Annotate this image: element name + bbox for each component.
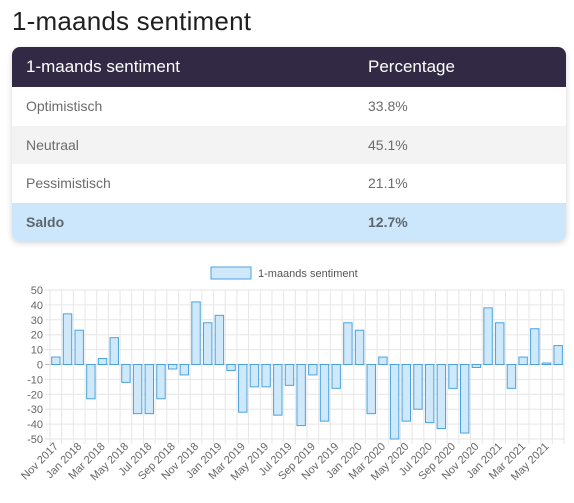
- bar[interactable]: [214, 314, 225, 365]
- bar[interactable]: [156, 364, 166, 400]
- bar[interactable]: [74, 329, 84, 366]
- header-percentage: Percentage: [368, 57, 455, 76]
- bar[interactable]: [308, 364, 318, 376]
- row-label: Optimistisch: [26, 98, 103, 115]
- header-sentiment: 1-maands sentiment: [26, 57, 181, 76]
- page-title: 1-maands sentiment: [12, 6, 252, 36]
- legend-label[interactable]: 1-maands sentiment: [258, 268, 358, 280]
- y-axis: 50 40 30 20 10 0 -10 -20 -30 -40 -50: [27, 285, 43, 446]
- table-row: Neutraal 45.1%: [12, 125, 566, 164]
- y-tick-label: 40: [31, 300, 43, 312]
- bar[interactable]: [483, 307, 493, 365]
- bar[interactable]: [553, 345, 563, 366]
- bar[interactable]: [448, 364, 458, 389]
- bar[interactable]: [319, 364, 330, 422]
- bar[interactable]: [424, 364, 435, 424]
- sentiment-bar-chart: 1-maands sentiment 50 40 30 20 10 0 -10 -20 -30 -…: [19, 266, 565, 484]
- bar[interactable]: [495, 322, 505, 365]
- bar[interactable]: [436, 364, 447, 430]
- bar[interactable]: [109, 337, 119, 365]
- y-tick-label: -30: [27, 404, 43, 416]
- bar[interactable]: [471, 364, 482, 368]
- y-tick-label: -40: [27, 419, 43, 431]
- row-label: Pessimistisch: [26, 175, 111, 192]
- row-value: 33.8%: [368, 98, 408, 115]
- bar[interactable]: [86, 364, 96, 400]
- bar[interactable]: [378, 356, 388, 366]
- bar[interactable]: [179, 364, 190, 376]
- y-tick-label: -20: [27, 389, 43, 401]
- row-value: 21.1%: [368, 175, 408, 192]
- bar[interactable]: [296, 364, 306, 427]
- bar[interactable]: [62, 313, 73, 365]
- row-value: 45.1%: [368, 136, 408, 153]
- bar[interactable]: [144, 364, 155, 415]
- bar[interactable]: [401, 364, 412, 422]
- bar[interactable]: [389, 364, 400, 440]
- y-tick-label: 50: [31, 285, 43, 297]
- bar[interactable]: [459, 364, 470, 434]
- bar[interactable]: [284, 364, 295, 386]
- sentiment-table: 1-maands sentiment Percentage Optimistis…: [12, 47, 566, 241]
- legend-swatch[interactable]: [210, 266, 252, 280]
- total-label: Saldo: [26, 213, 65, 230]
- bar[interactable]: [238, 364, 248, 413]
- bar[interactable]: [51, 356, 61, 366]
- y-tick-label: -50: [27, 434, 43, 446]
- table-row: Optimistisch 33.8%: [12, 87, 566, 126]
- bar[interactable]: [541, 362, 552, 366]
- bar[interactable]: [167, 364, 178, 370]
- bar[interactable]: [132, 364, 143, 415]
- bar[interactable]: [249, 364, 260, 388]
- bar[interactable]: [261, 364, 271, 388]
- bar[interactable]: [413, 364, 423, 410]
- total-row: Saldo 12.7%: [12, 202, 566, 241]
- y-tick-label: 10: [31, 345, 43, 357]
- row-label: Neutraal: [26, 136, 79, 153]
- y-tick-label: -10: [27, 374, 43, 386]
- bar[interactable]: [331, 364, 341, 389]
- bar[interactable]: [366, 364, 376, 415]
- bar[interactable]: [518, 356, 528, 366]
- bar[interactable]: [121, 364, 131, 383]
- bar[interactable]: [506, 364, 517, 389]
- total-value: 12.7%: [368, 213, 408, 230]
- y-tick-label: 20: [31, 330, 43, 342]
- bar[interactable]: [273, 364, 283, 416]
- chart-grid: [45, 289, 565, 444]
- bar[interactable]: [226, 364, 236, 371]
- bar[interactable]: [191, 301, 201, 365]
- bar[interactable]: [343, 322, 353, 365]
- bar[interactable]: [530, 328, 540, 365]
- y-tick-label: 0: [37, 360, 43, 372]
- chart-bars: [51, 301, 563, 440]
- bar[interactable]: [97, 358, 108, 366]
- bar[interactable]: [354, 329, 365, 366]
- bar[interactable]: [202, 322, 213, 365]
- table-header-row: 1-maands sentiment Percentage: [12, 47, 566, 87]
- table-row: Pessimistisch 21.1%: [12, 164, 566, 203]
- y-tick-label: 30: [31, 315, 43, 327]
